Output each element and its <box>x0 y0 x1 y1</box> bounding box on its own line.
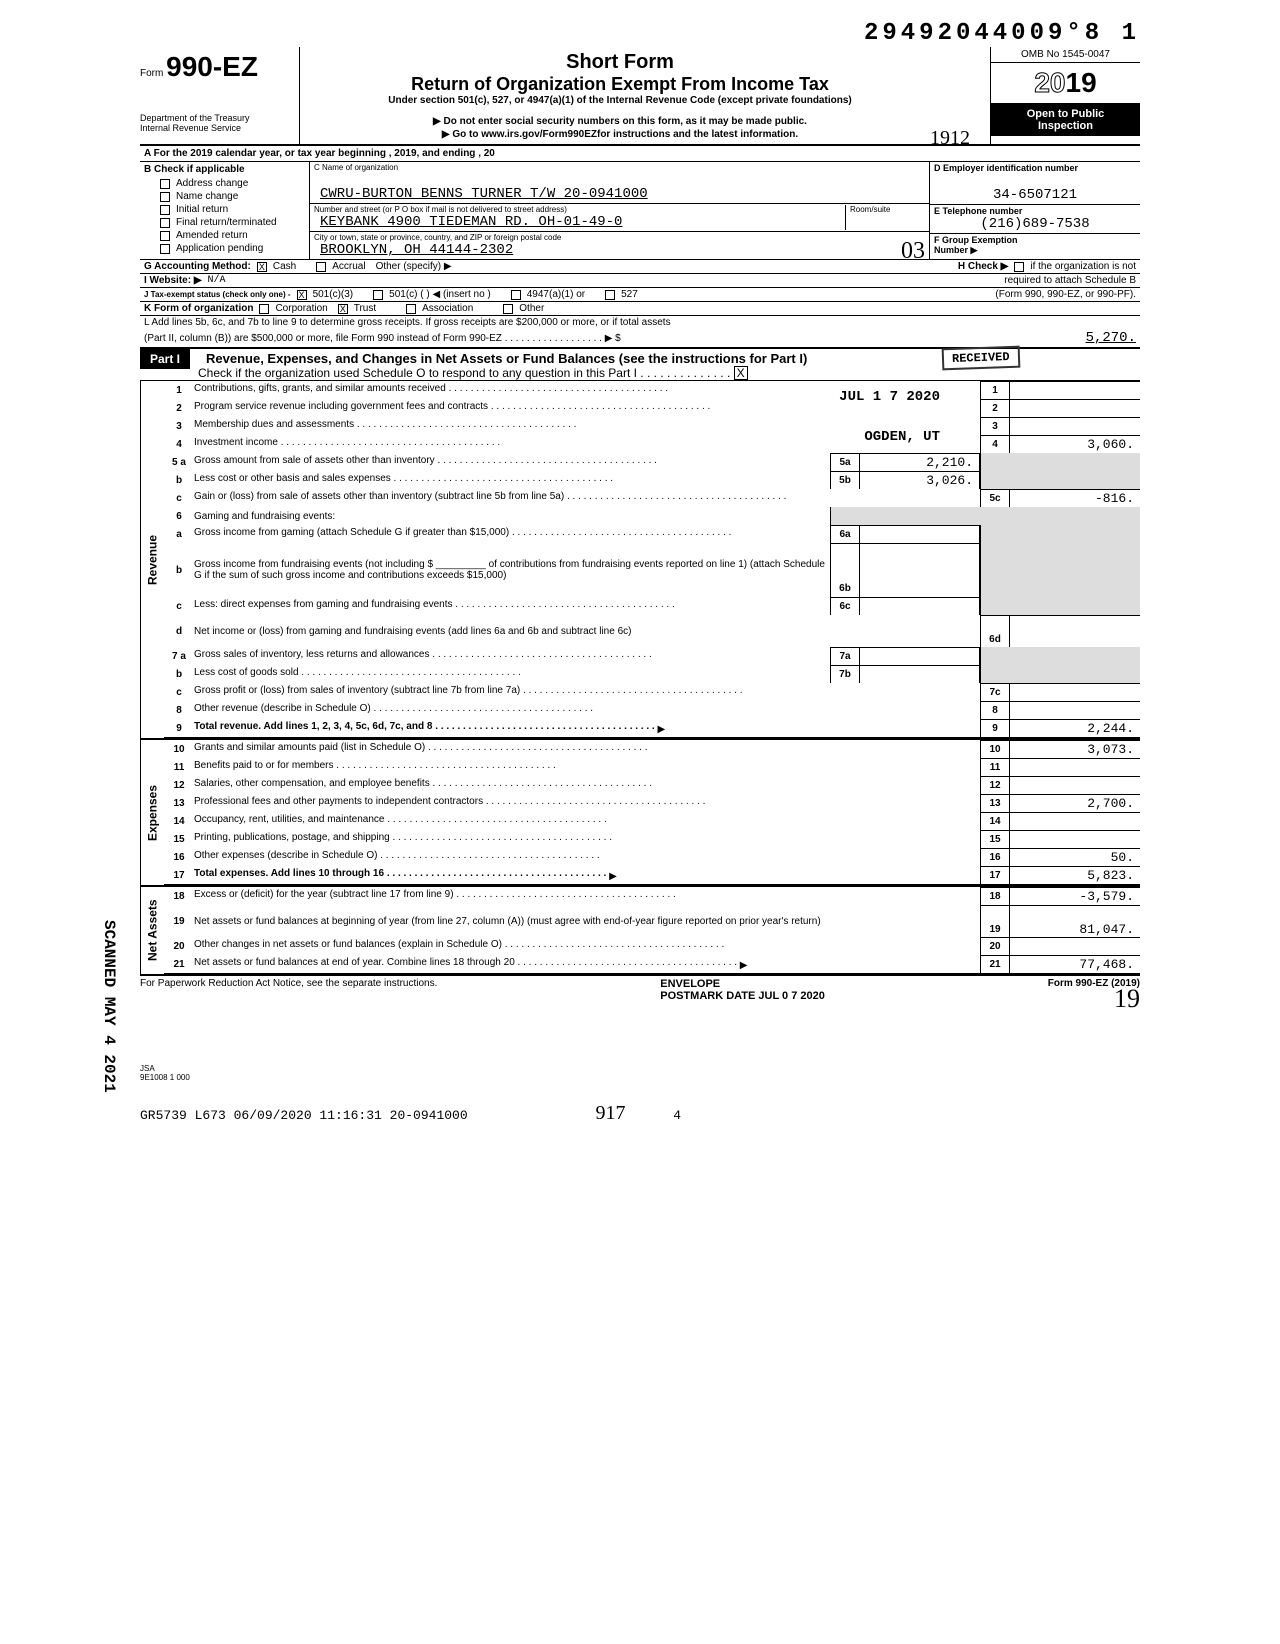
return-title: Return of Organization Exempt From Incom… <box>306 74 934 95</box>
open-public-1: Open to Public <box>993 108 1138 120</box>
postmark: POSTMARK DATE JUL 0 7 2020 <box>660 990 825 1002</box>
f-label: F Group Exemption <box>934 235 1136 245</box>
checkbox-501c[interactable] <box>373 290 383 300</box>
netassets-section: Net Assets 18Excess or (deficit) for the… <box>140 885 1140 974</box>
checkbox-other[interactable] <box>503 304 513 314</box>
stamp-ogden: OGDEN, UT <box>864 429 940 445</box>
c-label: C Name of organization <box>314 163 925 172</box>
f-label2: Number ▶ <box>934 245 1136 256</box>
year-prefix: 20 <box>1034 67 1065 98</box>
omb: OMB No 1545-0047 <box>991 47 1140 63</box>
dept2: Internal Revenue Service <box>140 123 293 133</box>
cb-final: Final return/terminated <box>140 216 309 229</box>
c-name: CWRU-BURTON BENNS TURNER T/W 20-0941000 <box>314 186 925 202</box>
bottom-codes: GR5739 L673 06/09/2020 11:16:31 20-09410… <box>140 1102 1140 1125</box>
hand-4: 4 <box>673 1108 681 1123</box>
c-city-label: City or town, state or province, country… <box>314 233 925 242</box>
dept1: Department of the Treasury <box>140 113 293 123</box>
form-label: Form <box>140 68 163 79</box>
c-addr: KEYBANK 4900 TIEDEMAN RD. OH-01-49-0 <box>314 214 845 230</box>
top-number: 29492044009°8 1 <box>140 20 1140 47</box>
c-city: BROOKLYN, OH 44144-2302 <box>314 242 925 258</box>
footer-left: For Paperwork Reduction Act Notice, see … <box>140 978 437 1002</box>
open-public-2: Inspection <box>993 120 1138 132</box>
cb-initial: Initial return <box>140 203 309 216</box>
form-left: Form 990-EZ Department of the Treasury I… <box>140 47 300 144</box>
year: 2019 <box>991 63 1140 104</box>
checkbox-corp[interactable] <box>259 304 269 314</box>
envelope: ENVELOPE <box>660 978 720 990</box>
checkbox-icon[interactable] <box>160 218 170 228</box>
e-value: (216)689-7538 <box>934 216 1136 232</box>
form-header: Form 990-EZ Department of the Treasury I… <box>140 47 1140 146</box>
c-addr-label: Number and street (or P O box if mail is… <box>314 205 845 214</box>
d-label: D Employer identification number <box>934 163 1136 173</box>
note1: ▶ Do not enter social security numbers o… <box>306 116 934 127</box>
form-page: SCANNED MAY 4 2021 29492044009°8 1 Form … <box>140 20 1140 1125</box>
form-right: OMB No 1545-0047 2019 Open to Public Ins… <box>990 47 1140 144</box>
open-public: Open to Public Inspection <box>991 104 1140 136</box>
jsa: JSA <box>140 1064 1140 1073</box>
form-number: 990-EZ <box>166 51 258 82</box>
checkbox-assoc[interactable] <box>406 304 416 314</box>
row-l1: L Add lines 5b, 6c, and 7b to line 9 to … <box>140 316 1140 329</box>
col-c: C Name of organization CWRU-BURTON BENNS… <box>310 162 930 259</box>
side-revenue: Revenue <box>140 381 164 738</box>
part1-header: Part I Revenue, Expenses, and Changes in… <box>140 347 1140 381</box>
footer: For Paperwork Reduction Act Notice, see … <box>140 974 1140 1004</box>
row-g: G Accounting Method: XCash Accrual Other… <box>140 260 1140 274</box>
checkbox-icon[interactable] <box>160 205 170 215</box>
row-j: J Tax-exempt status (check only one) - X… <box>140 288 1140 302</box>
stamp-date: JUL 1 7 2020 <box>839 389 940 405</box>
year-suffix: 19 <box>1066 67 1097 98</box>
side-expenses: Expenses <box>140 740 164 885</box>
part1-tab: Part I <box>140 349 190 369</box>
d-value: 34-6507121 <box>934 187 1136 203</box>
cb-name: Name change <box>140 190 309 203</box>
checkbox-accrual[interactable] <box>316 262 326 272</box>
col-b-header: B Check if applicable <box>140 162 309 177</box>
checkbox-icon[interactable] <box>160 192 170 202</box>
scanned-stamp: SCANNED MAY 4 2021 <box>100 920 118 1093</box>
checkbox-527[interactable] <box>605 290 615 300</box>
row-k: K Form of organization Corporation XTrus… <box>140 302 1140 316</box>
cb-address: Address change <box>140 177 309 190</box>
hand-19: 19 <box>1114 984 1140 1014</box>
checkbox-h[interactable] <box>1014 262 1024 272</box>
received-stamp: RECEIVED <box>942 346 1020 371</box>
short-form: Short Form <box>306 51 934 74</box>
under-section: Under section 501(c), 527, or 4947(a)(1)… <box>306 95 934 106</box>
hand-917: 917 <box>595 1102 625 1124</box>
row-a: A For the 2019 calendar year, or tax yea… <box>140 146 1140 162</box>
jsa2: 9E1008 1 000 <box>140 1073 1140 1082</box>
cb-pending: Application pending <box>140 242 309 255</box>
form-center: Short Form Return of Organization Exempt… <box>300 47 940 144</box>
col-b: B Check if applicable Address change Nam… <box>140 162 310 259</box>
col-de: D Employer identification number 34-6507… <box>930 162 1140 259</box>
checkbox-trust[interactable]: X <box>338 304 348 314</box>
e-label: E Telephone number <box>934 206 1136 216</box>
checkbox-501c3[interactable]: X <box>297 290 307 300</box>
checkbox-cash[interactable]: X <box>257 262 267 272</box>
l-value: 5,270. <box>1086 330 1136 346</box>
checkbox-4947[interactable] <box>511 290 521 300</box>
checkbox-icon[interactable] <box>160 244 170 254</box>
checkbox-sched-o[interactable]: X <box>734 366 748 380</box>
expenses-section: Expenses 10Grants and similar amounts pa… <box>140 738 1140 885</box>
row-l2: (Part II, column (B)) are $500,000 or mo… <box>140 329 1140 347</box>
handwrite-box: 1912 <box>940 47 990 144</box>
side-netassets: Net Assets <box>140 887 164 974</box>
c-room-label: Room/suite <box>850 205 925 214</box>
cb-amended: Amended return <box>140 229 309 242</box>
hand-03: 03 <box>901 238 925 265</box>
row-i: I Website: ▶ N/A required to attach Sche… <box>140 274 1140 288</box>
handwritten-1912: 1912 <box>930 127 970 150</box>
revenue-section: Revenue JUL 1 7 2020 OGDEN, UT 1Contribu… <box>140 381 1140 738</box>
checkbox-icon[interactable] <box>160 179 170 189</box>
note2: ▶ Go to www.irs.gov/Form990EZfor instruc… <box>306 129 934 140</box>
checkbox-icon[interactable] <box>160 231 170 241</box>
main-box: B Check if applicable Address change Nam… <box>140 162 1140 260</box>
